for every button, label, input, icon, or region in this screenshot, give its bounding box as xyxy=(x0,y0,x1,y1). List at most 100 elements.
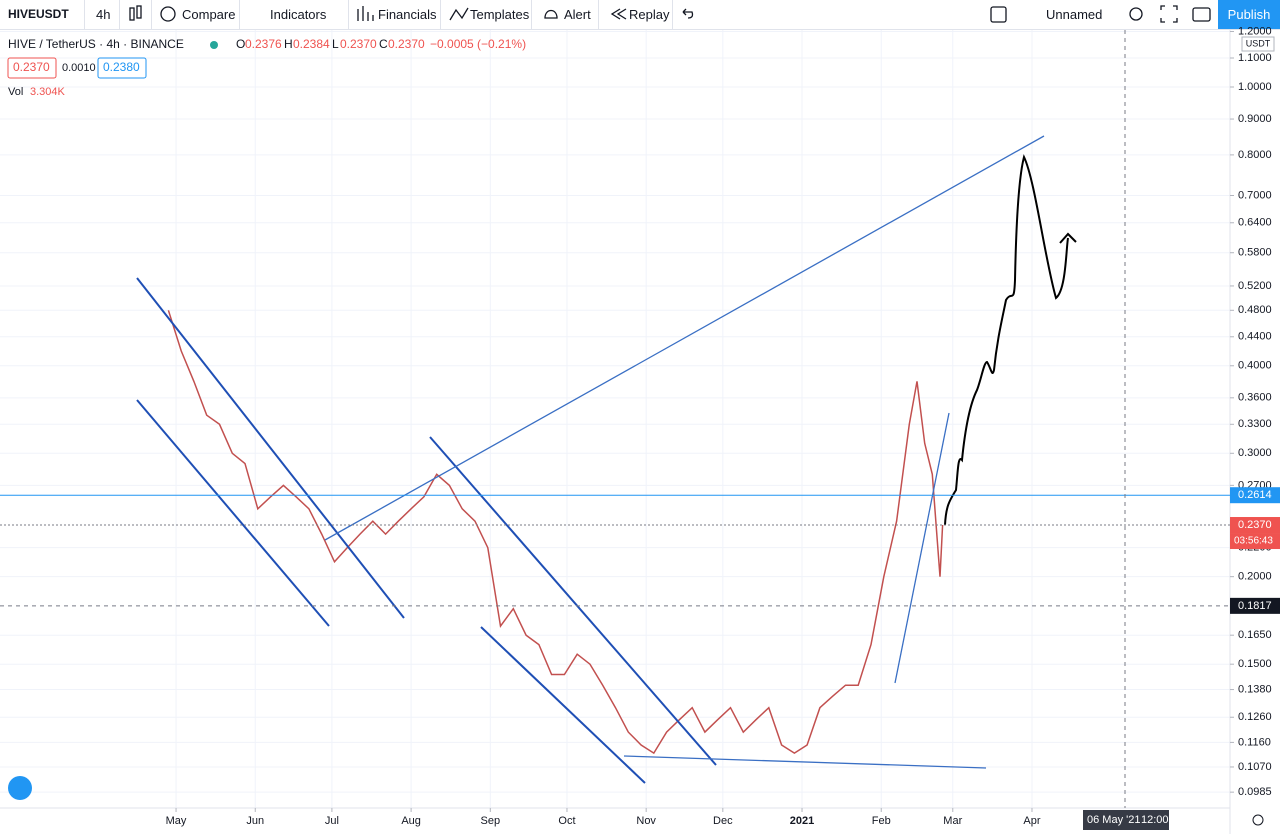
indicators[interactable]: Indicators xyxy=(270,7,327,22)
spread: 0.0010 xyxy=(62,62,96,74)
y-tick-label: 0.3300 xyxy=(1238,418,1272,430)
y-tick-label: 0.3000 xyxy=(1238,447,1272,459)
countdown-box xyxy=(1230,533,1280,550)
replay-icon[interactable] xyxy=(610,8,627,20)
alert-icon[interactable] xyxy=(544,9,558,19)
ask: 0.2380 xyxy=(103,60,140,74)
countdown: 03:56:43 xyxy=(1234,536,1273,547)
legend-key: C xyxy=(379,37,388,51)
bid-box[interactable] xyxy=(7,57,57,79)
legend-value: 0.2384 xyxy=(293,37,330,51)
price-label: 0.2370 xyxy=(1238,519,1272,531)
interval[interactable]: 4h xyxy=(96,7,111,22)
x-tick-label: May xyxy=(166,815,187,827)
currency-box xyxy=(1241,36,1275,52)
x-tick-label: Dec xyxy=(713,815,733,827)
y-tick-label: 0.2000 xyxy=(1238,571,1272,583)
crosshair-time: 12:00 xyxy=(1141,814,1169,826)
market-status xyxy=(210,41,218,49)
projection-drawing xyxy=(944,154,1077,526)
currency: USDT xyxy=(1246,38,1271,48)
drawings xyxy=(136,277,717,784)
price-line xyxy=(167,310,944,755)
candle-icon[interactable] xyxy=(129,7,135,21)
financials[interactable]: Financials xyxy=(378,7,437,22)
y-tick-label: 0.4400 xyxy=(1238,331,1272,343)
x-tick-label: Feb xyxy=(872,815,891,827)
templates-icon[interactable] xyxy=(449,7,469,21)
x-tick-label: Jun xyxy=(246,815,264,827)
plot-area xyxy=(0,30,1230,808)
drawings xyxy=(324,135,1045,769)
layout-name[interactable]: Unnamed xyxy=(1046,7,1103,22)
bid: 0.2370 xyxy=(13,60,50,74)
replay[interactable]: Replay xyxy=(629,7,670,22)
legend-title: HIVE / TetherUS · 4h · BINANCE xyxy=(8,37,184,51)
y-tick-label: 1.0000 xyxy=(1238,81,1272,93)
y-tick-label: 0.5800 xyxy=(1238,247,1272,259)
y-tick-label: 0.4000 xyxy=(1238,360,1272,372)
price-label: 0.1817 xyxy=(1238,600,1272,612)
trend-line xyxy=(324,135,1045,541)
publish-button[interactable]: Publish xyxy=(1218,0,1280,29)
price-label-box xyxy=(1230,517,1280,534)
y-tick-label: 1.1000 xyxy=(1238,52,1272,64)
axis-settings[interactable] xyxy=(1252,814,1264,826)
trend-line xyxy=(623,755,987,769)
volume-value: 3.304K xyxy=(30,86,66,98)
trend-line xyxy=(136,277,405,619)
y-tick-label: 0.1500 xyxy=(1238,658,1272,670)
price-label-box xyxy=(1230,597,1280,614)
symbol[interactable]: HIVEUSDT xyxy=(8,7,69,21)
tv-logo[interactable] xyxy=(8,776,32,800)
x-tick-label: Apr xyxy=(1023,815,1040,827)
screenshot-icon[interactable] xyxy=(1192,7,1211,22)
settings-icon[interactable] xyxy=(1129,7,1143,21)
y-tick-label: 1.2000 xyxy=(1238,25,1272,37)
toolbar: HIVEUSDT 4h Compare Indicators Financial… xyxy=(0,0,1280,30)
x-tick-label: Oct xyxy=(558,815,575,827)
legend-change: −0.0005 (−0.21%) xyxy=(430,37,526,51)
trend-line xyxy=(136,399,330,627)
y-tick-label: 0.4800 xyxy=(1238,304,1272,316)
legend-value: 0.2376 xyxy=(245,37,282,51)
trend-line xyxy=(480,626,646,784)
fullscreen-icon[interactable] xyxy=(1160,5,1178,23)
alert[interactable]: Alert xyxy=(564,7,591,22)
price-label: 0.2614 xyxy=(1238,489,1272,501)
y-tick-label: 0.1160 xyxy=(1238,736,1271,748)
trend-line xyxy=(894,412,950,684)
x-tick-label: Jul xyxy=(325,815,339,827)
y-tick-label: 0.1070 xyxy=(1238,761,1272,773)
x-tick-label: Sep xyxy=(481,815,501,827)
ask-box[interactable] xyxy=(97,57,147,79)
financials-icon[interactable] xyxy=(357,6,374,21)
undo-icon[interactable] xyxy=(682,8,694,19)
legend-key: L xyxy=(332,37,339,51)
volume-key: Vol xyxy=(8,86,23,98)
y-tick-label: 0.5200 xyxy=(1238,280,1272,292)
legend-key: H xyxy=(284,37,293,51)
compare[interactable]: Compare xyxy=(182,7,236,22)
y-tick-label: 0.1650 xyxy=(1238,629,1272,641)
compare-icon[interactable] xyxy=(160,6,176,22)
trend-line xyxy=(429,436,717,766)
x-tick-label: 2021 xyxy=(790,815,814,827)
x-tick-label: Nov xyxy=(636,815,656,827)
y-tick-label: 0.7000 xyxy=(1238,189,1272,201)
candle-icon[interactable] xyxy=(136,5,142,19)
y-tick-label: 0.3600 xyxy=(1238,392,1272,404)
checkbox[interactable] xyxy=(990,6,1007,23)
y-tick-label: 0.6400 xyxy=(1238,217,1272,229)
crosshair-date-box xyxy=(1083,810,1169,830)
legend-value: 0.2370 xyxy=(388,37,425,51)
x-tick-label: Mar xyxy=(943,815,962,827)
legend-key: O xyxy=(236,37,245,51)
crosshair-date: 06 May '21 xyxy=(1087,814,1140,826)
y-tick-label: 0.8000 xyxy=(1238,149,1272,161)
x-tick-label: Aug xyxy=(401,815,421,827)
price-label-box xyxy=(1230,487,1280,504)
templates[interactable]: Templates xyxy=(470,7,530,22)
